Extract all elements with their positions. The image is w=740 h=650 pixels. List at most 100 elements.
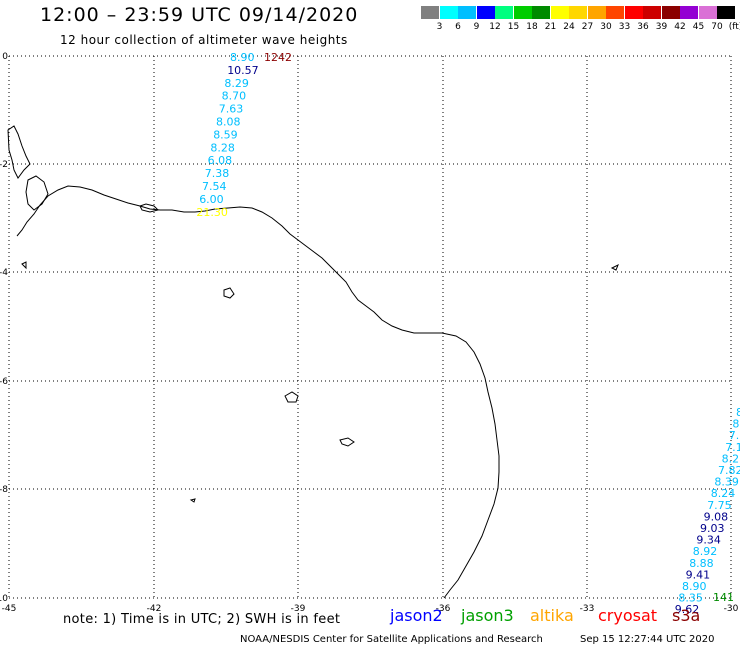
legend-swatch bbox=[606, 6, 624, 19]
lat-lon-grid bbox=[8, 55, 732, 599]
wave-height-label: 8.92 bbox=[693, 545, 718, 558]
wave-height-label: 7.82 bbox=[718, 464, 740, 477]
island-small-7 bbox=[189, 498, 196, 503]
legend-swatch bbox=[532, 6, 550, 19]
wave-height-label: 6.00 bbox=[199, 193, 224, 206]
wave-height-label: 8.39 bbox=[714, 476, 739, 489]
legend-swatch bbox=[439, 6, 458, 19]
lat-tick-label: -10 bbox=[0, 594, 8, 604]
island-small-5 bbox=[21, 261, 27, 270]
satellite-name: altika bbox=[530, 606, 574, 625]
legend-swatch bbox=[717, 6, 735, 19]
satellite-name: cryosat bbox=[598, 606, 658, 625]
map-title: 12:00 – 23:59 UTC 09/14/2020 bbox=[40, 4, 359, 26]
lat-tick-label: -6 bbox=[0, 377, 8, 387]
legend-label: 27 bbox=[581, 22, 594, 32]
wave-height-label: 8.08 bbox=[216, 116, 241, 129]
wave-height-label: 141 bbox=[713, 591, 734, 604]
island-small-6 bbox=[610, 263, 619, 271]
legend-swatch bbox=[680, 6, 698, 19]
legend-swatch bbox=[624, 6, 643, 19]
credit-footer: NOAA/NESDIS Center for Satellite Applica… bbox=[240, 634, 543, 645]
legend-label: 36 bbox=[637, 22, 649, 32]
island-small-4 bbox=[339, 437, 355, 447]
legend-swatch bbox=[661, 6, 680, 19]
legend-swatch bbox=[569, 6, 587, 19]
axis-labels: -45 -42 -39 -36 -33 -30 0 -2 -4 -6 -8 -10 bbox=[0, 52, 739, 614]
wave-height-label: 8.70 bbox=[222, 90, 247, 103]
wave-height-label: 8.88 bbox=[689, 557, 714, 570]
island-marajo bbox=[7, 125, 31, 179]
wave-height-label: 8.90 bbox=[682, 580, 707, 593]
legend-label: 30 bbox=[600, 22, 612, 32]
legend-swatch bbox=[458, 6, 476, 19]
legend-swatch bbox=[513, 6, 532, 19]
lon-tick-label: -45 bbox=[2, 604, 17, 614]
coastline-brazil bbox=[16, 185, 500, 599]
legend-swatch bbox=[643, 6, 661, 19]
legend-swatch bbox=[550, 6, 569, 19]
footnote: note: 1) Time is in UTC; 2) SWH is in fe… bbox=[63, 612, 341, 627]
satellite-name: jason3 bbox=[461, 606, 514, 625]
wave-height-label: 10.57 bbox=[227, 64, 259, 77]
wave-height-label: 8.29 bbox=[224, 77, 249, 90]
wave-height-label: 9.34 bbox=[696, 534, 721, 547]
wave-height-label: 7.54 bbox=[202, 180, 227, 193]
wave-height-label: 7.1 bbox=[725, 441, 740, 454]
lat-tick-label: 0 bbox=[2, 52, 8, 62]
island-delta bbox=[25, 175, 49, 211]
legend-unit: (ft) bbox=[728, 22, 740, 32]
wave-height-label: 7.38 bbox=[205, 167, 230, 180]
wave-height-label: 6.08 bbox=[208, 154, 233, 167]
legend-swatch bbox=[698, 6, 717, 19]
wave-height-label: 7.75 bbox=[707, 499, 732, 512]
wave-height-label: 8.2 bbox=[722, 452, 740, 465]
legend-swatch bbox=[421, 6, 439, 19]
island-small-1 bbox=[139, 203, 159, 213]
wave-height-label: 8 bbox=[732, 418, 739, 431]
lon-tick-label: -39 bbox=[291, 604, 306, 614]
lon-tick-label: -33 bbox=[580, 604, 595, 614]
altimeter-tracks: 8.9010.578.298.707.638.088.598.286.087.3… bbox=[196, 51, 740, 616]
wave-height-label: 8.59 bbox=[213, 128, 238, 141]
wave-height-label: 8.28 bbox=[210, 141, 235, 154]
wave-height-label: 7.63 bbox=[219, 103, 244, 116]
wave-height-label: 7.1 bbox=[729, 429, 740, 442]
wave-height-label: 9.62 bbox=[675, 603, 700, 616]
legend-label: 24 bbox=[563, 22, 575, 32]
wave-height-label: 8 bbox=[736, 406, 740, 419]
wave-height-label: 21.30 bbox=[196, 206, 228, 219]
island-small-2 bbox=[223, 287, 235, 299]
generated-timestamp: Sep 15 12:27:44 UTC 2020 bbox=[580, 634, 715, 645]
lon-tick-label: -30 bbox=[724, 604, 739, 614]
satellite-name: jason2 bbox=[390, 606, 443, 625]
legend-label: 42 bbox=[674, 22, 686, 32]
legend-label: 21 bbox=[544, 22, 557, 32]
legend-swatch bbox=[587, 6, 606, 19]
island-small-3 bbox=[284, 391, 299, 403]
legend-label: 15 bbox=[507, 22, 520, 32]
coastline bbox=[7, 125, 619, 599]
legend-label: 9 bbox=[473, 22, 480, 32]
lat-tick-label: -8 bbox=[0, 485, 8, 495]
lat-tick-label: -4 bbox=[0, 268, 8, 278]
lon-tick-label: -36 bbox=[436, 604, 451, 614]
lon-tick-label: -42 bbox=[147, 604, 162, 614]
legend-label: 39 bbox=[655, 22, 668, 32]
legend-label: 33 bbox=[618, 22, 631, 32]
legend-label: 12 bbox=[489, 22, 501, 32]
wave-height-label: 8.90 bbox=[230, 51, 255, 64]
wave-height-label: 9.08 bbox=[704, 510, 729, 523]
wave-height-label: 9.41 bbox=[686, 568, 711, 581]
lat-tick-label: -2 bbox=[0, 160, 8, 170]
satellite-name: s3a bbox=[672, 606, 701, 625]
legend-label: 18 bbox=[526, 22, 538, 32]
legend-label: 45 bbox=[692, 22, 705, 32]
legend-label: 70 bbox=[711, 22, 723, 32]
legend-label: 6 bbox=[455, 22, 461, 32]
legend-swatch bbox=[495, 6, 513, 19]
map-subtitle: 12 hour collection of altimeter wave hei… bbox=[60, 33, 348, 47]
legend-swatch bbox=[476, 6, 495, 19]
wave-height-label: 9.03 bbox=[700, 522, 725, 535]
